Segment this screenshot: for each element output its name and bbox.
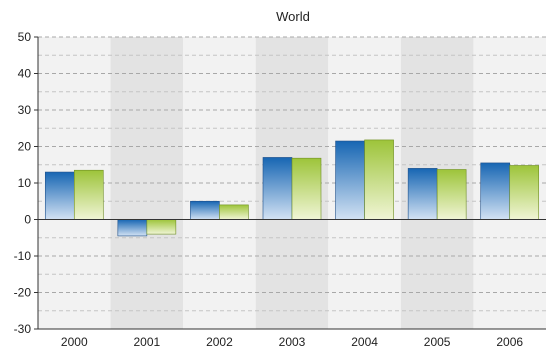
chart-title: World bbox=[276, 9, 310, 24]
x-tick-label: 2000 bbox=[61, 335, 88, 349]
x-tick-label: 2006 bbox=[496, 335, 523, 349]
bar-2001-series-2 bbox=[146, 219, 177, 235]
y-tick-label: 50 bbox=[18, 30, 32, 44]
bar-2006-series-2 bbox=[509, 165, 540, 220]
bar-2000-series-2 bbox=[73, 169, 104, 220]
y-tick-label: -10 bbox=[14, 249, 32, 263]
bar-2002-series-1 bbox=[190, 200, 220, 220]
bar-2004-series-1 bbox=[335, 140, 365, 220]
y-tick-label: 20 bbox=[18, 140, 32, 154]
x-tick-label: 2002 bbox=[206, 335, 233, 349]
bar-2000-series-1 bbox=[44, 171, 75, 220]
y-tick-label: 30 bbox=[18, 103, 32, 117]
bar-2005-series-1 bbox=[407, 168, 438, 220]
y-tick-label: 0 bbox=[24, 213, 31, 227]
bar-2005-series-2 bbox=[436, 169, 467, 220]
y-tick-label: 40 bbox=[18, 67, 32, 81]
x-tick-label: 2001 bbox=[134, 335, 161, 349]
bar-2003-series-2 bbox=[291, 157, 322, 220]
bar-2002-series-2 bbox=[219, 204, 249, 220]
bar-2001-series-1 bbox=[117, 219, 148, 237]
bar-2006-series-1 bbox=[480, 162, 511, 220]
y-tick-label: -30 bbox=[14, 322, 32, 336]
bar-2003-series-1 bbox=[262, 157, 293, 220]
x-tick-label: 2003 bbox=[279, 335, 306, 349]
x-tick-label: 2005 bbox=[424, 335, 451, 349]
x-tick-label: 2004 bbox=[351, 335, 378, 349]
plot-area: -30 -20 -10 0 10 20 30 40 50 2000 2001 2002 2003 2004… bbox=[14, 30, 546, 349]
y-tick-label: -20 bbox=[14, 286, 32, 300]
y-tick-label: 10 bbox=[18, 176, 32, 190]
bar-2004-series-2 bbox=[364, 139, 394, 220]
